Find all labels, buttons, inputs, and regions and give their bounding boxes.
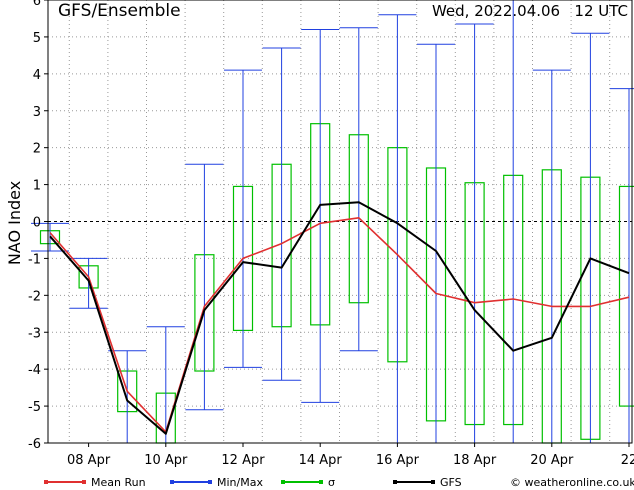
x-tick-label: 08 Apr (67, 453, 111, 468)
legend-swatch-dot (431, 480, 435, 484)
x-tick-label: 20 Apr (530, 453, 574, 468)
gfs-line (49, 201, 630, 435)
y-tick-label: 5 (33, 31, 41, 46)
y-tick-label: 4 (33, 68, 41, 83)
legend-label: GFS (440, 476, 462, 489)
y-tick-label: 1 (33, 179, 41, 194)
legend-copyright: © weatheronline.co.uk (510, 476, 634, 489)
chart-title: GFS/Ensemble (58, 1, 181, 21)
y-tick-label: 6 (33, 0, 41, 9)
legend-swatch-dot (44, 480, 48, 484)
y-tick-label: -3 (28, 326, 41, 341)
y-tick-label: -4 (28, 363, 41, 378)
y-axis-ticks: -6 -5 -4 -3 -2 -1 0 1 2 3 4 5 6 (28, 0, 48, 452)
y-tick-label: 2 (33, 142, 41, 157)
grid (48, 0, 632, 443)
x-tick-label: 16 Apr (376, 453, 420, 468)
legend-swatch-dot (281, 480, 285, 484)
legend-swatch-dot (393, 480, 397, 484)
legend-label: Min/Max (217, 476, 263, 489)
legend-swatch-dot (82, 480, 86, 484)
legend-label: Mean Run (91, 476, 146, 489)
x-tick-label: 14 Apr (299, 453, 343, 468)
run-label: Wed, 2022.04.06 12 UTC (432, 2, 628, 20)
series-lines (49, 201, 630, 435)
x-tick-label: 18 Apr (453, 453, 497, 468)
x-tick-label: 10 Apr (144, 453, 188, 468)
sigma-boxes (39, 123, 634, 444)
y-axis-label: NAO Index (5, 181, 24, 265)
legend-swatch-dot (208, 480, 212, 484)
min-max-whiskers (31, 0, 634, 443)
y-tick-label: -1 (28, 252, 41, 267)
legend-label: σ (328, 476, 335, 489)
legend: Mean Run Min/Max σ GFS © weatheronline.co.uk (44, 476, 634, 489)
y-tick-label: 3 (33, 105, 41, 120)
legend-swatch-dot (319, 480, 323, 484)
x-tick-label: 12 Apr (221, 453, 265, 468)
x-axis-ticks: 08 Apr 10 Apr 12 Apr 14 Apr 16 Apr 18 Apr 20 A… (67, 443, 634, 468)
y-tick-label: -2 (28, 289, 41, 304)
x-tick-label: 22 (621, 453, 634, 468)
y-tick-label: -6 (28, 437, 41, 452)
legend-swatch-dot (170, 480, 174, 484)
mean-run-line (49, 217, 630, 433)
y-tick-label: 0 (33, 216, 41, 231)
y-tick-label: -5 (28, 400, 41, 415)
